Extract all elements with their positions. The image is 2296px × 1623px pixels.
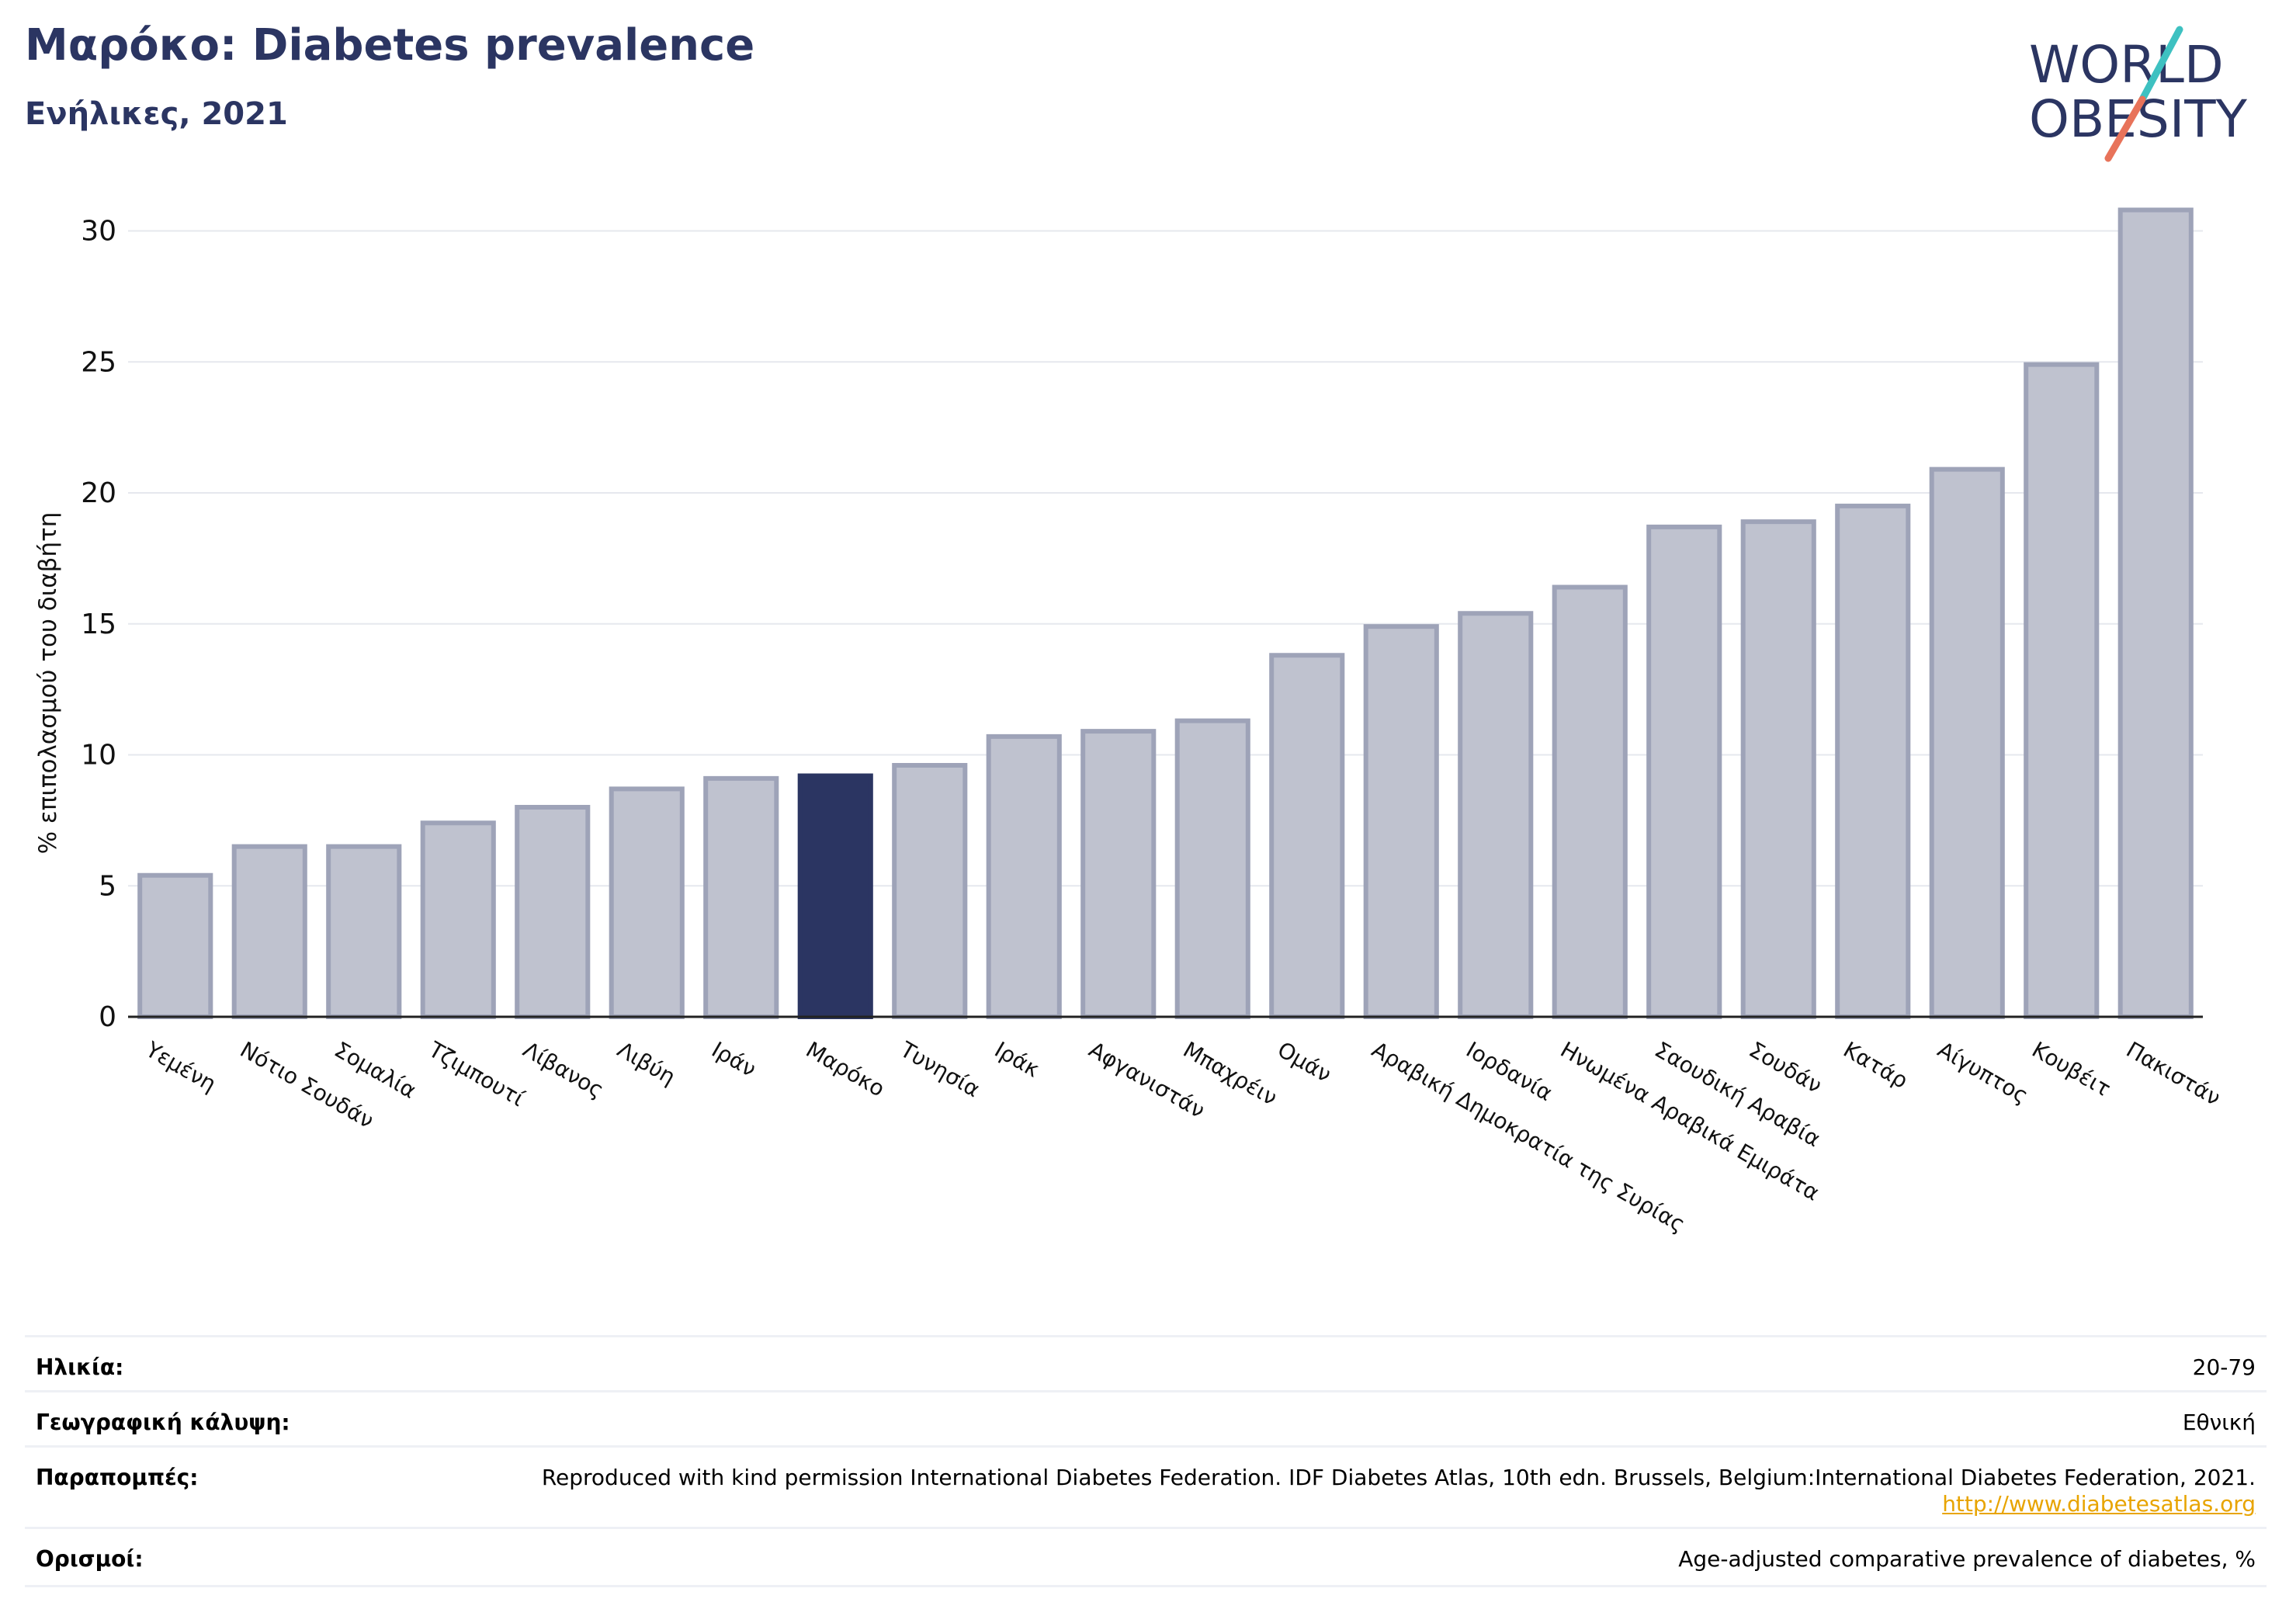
meta-value-definitions: Age-adjusted comparative prevalence of d… <box>1678 1546 2256 1572</box>
bar <box>1740 519 1816 1019</box>
y-tick-label: 10 <box>81 740 116 772</box>
x-tick-label: Τυνησία <box>895 1036 984 1102</box>
meta-row-references: Παραπομπές: Reproduced with kind permiss… <box>25 1445 2267 1527</box>
x-tick-label: Αίγυπτος <box>1934 1036 2033 1108</box>
x-tick-label: Μαρόκο <box>802 1036 890 1101</box>
x-tick-label: Λιβύη <box>613 1036 680 1090</box>
x-tick-label: Κουβέιτ <box>2027 1036 2115 1101</box>
y-tick-label: 0 <box>99 1001 116 1033</box>
x-tick-label: Πακιστάν <box>2122 1036 2225 1111</box>
bar <box>2117 207 2194 1019</box>
bar <box>137 872 213 1019</box>
bar <box>1646 524 1722 1019</box>
meta-row-definitions: Ορισμοί: Age-adjusted comparative preval… <box>25 1527 2267 1587</box>
y-tick-label: 30 <box>81 216 116 248</box>
x-tick-label: Τζιμπουτί <box>424 1036 529 1111</box>
meta-row-age: Ηλικία: 20-79 <box>25 1335 2267 1390</box>
meta-label-coverage: Γεωγραφική κάλυψη: <box>36 1410 290 1435</box>
bar <box>1552 584 1628 1019</box>
bar <box>797 773 873 1019</box>
meta-row-coverage: Γεωγραφική κάλυψη: Εθνική <box>25 1390 2267 1445</box>
references-text: Reproduced with kind permission Internat… <box>541 1465 2256 1490</box>
page-subtitle: Ενήλικες, 2021 <box>25 96 288 132</box>
y-tick-label: 5 <box>99 870 116 902</box>
bar <box>1929 466 2005 1019</box>
bar <box>892 763 968 1019</box>
meta-label-definitions: Ορισμοί: <box>36 1546 144 1572</box>
bar <box>326 844 402 1019</box>
bar <box>515 805 591 1019</box>
y-axis-label: % επιπολασμού του διαβήτη <box>34 512 62 855</box>
x-tick-label: Ιράν <box>707 1036 761 1082</box>
logo-text-world: WORLD <box>2029 35 2224 95</box>
meta-value-age: 20-79 <box>2192 1354 2256 1380</box>
x-tick-label: Σουδάν <box>1745 1036 1826 1098</box>
bar <box>1835 503 1911 1019</box>
meta-label-age: Ηλικία: <box>36 1354 124 1380</box>
x-tick-label: Λίβανος <box>519 1036 608 1103</box>
bar <box>1174 718 1250 1019</box>
y-tick-label: 20 <box>81 477 116 509</box>
bar <box>1458 611 1534 1019</box>
bar <box>986 733 1062 1019</box>
logo-slash-bottom <box>2104 95 2146 162</box>
bar <box>1269 653 1345 1019</box>
x-tick-label: Υεμένη <box>140 1036 220 1097</box>
logo-slash-top <box>2138 26 2183 103</box>
bar <box>703 775 779 1019</box>
meta-value-references: Reproduced with kind permission Internat… <box>470 1465 2256 1517</box>
bar <box>2024 362 2100 1019</box>
logo-text-obesity: OBESITY <box>2029 89 2248 149</box>
y-tick-label: 15 <box>81 609 116 640</box>
world-obesity-logo: WORLD OBESITY <box>2029 26 2248 162</box>
references-link[interactable]: http://www.diabetesatlas.org <box>1942 1491 2256 1517</box>
bar <box>1363 624 1439 1019</box>
bar <box>231 844 307 1019</box>
bar <box>609 786 685 1019</box>
metadata-table: Ηλικία: 20-79 Γεωγραφική κάλυψη: Εθνική … <box>25 1335 2267 1587</box>
x-tick-label: Ιράκ <box>990 1036 1044 1082</box>
bar <box>1080 729 1157 1019</box>
page-title: Μαρόκο: Diabetes prevalence <box>25 20 755 71</box>
meta-label-references: Παραπομπές: <box>36 1465 199 1490</box>
x-tick-label: Αραβική Δημοκρατία της Συρίας <box>1368 1036 1690 1237</box>
x-tick-label: Ομάν <box>1273 1036 1336 1087</box>
bar <box>420 820 496 1019</box>
x-tick-label: Κατάρ <box>1839 1036 1912 1094</box>
y-tick-label: 25 <box>81 346 116 378</box>
meta-value-coverage: Εθνική <box>2182 1410 2256 1435</box>
bar-chart: 0 5 10 15 20 25 30 % επιπολασμού του διαβήτη Υεμ… <box>34 207 2225 1237</box>
